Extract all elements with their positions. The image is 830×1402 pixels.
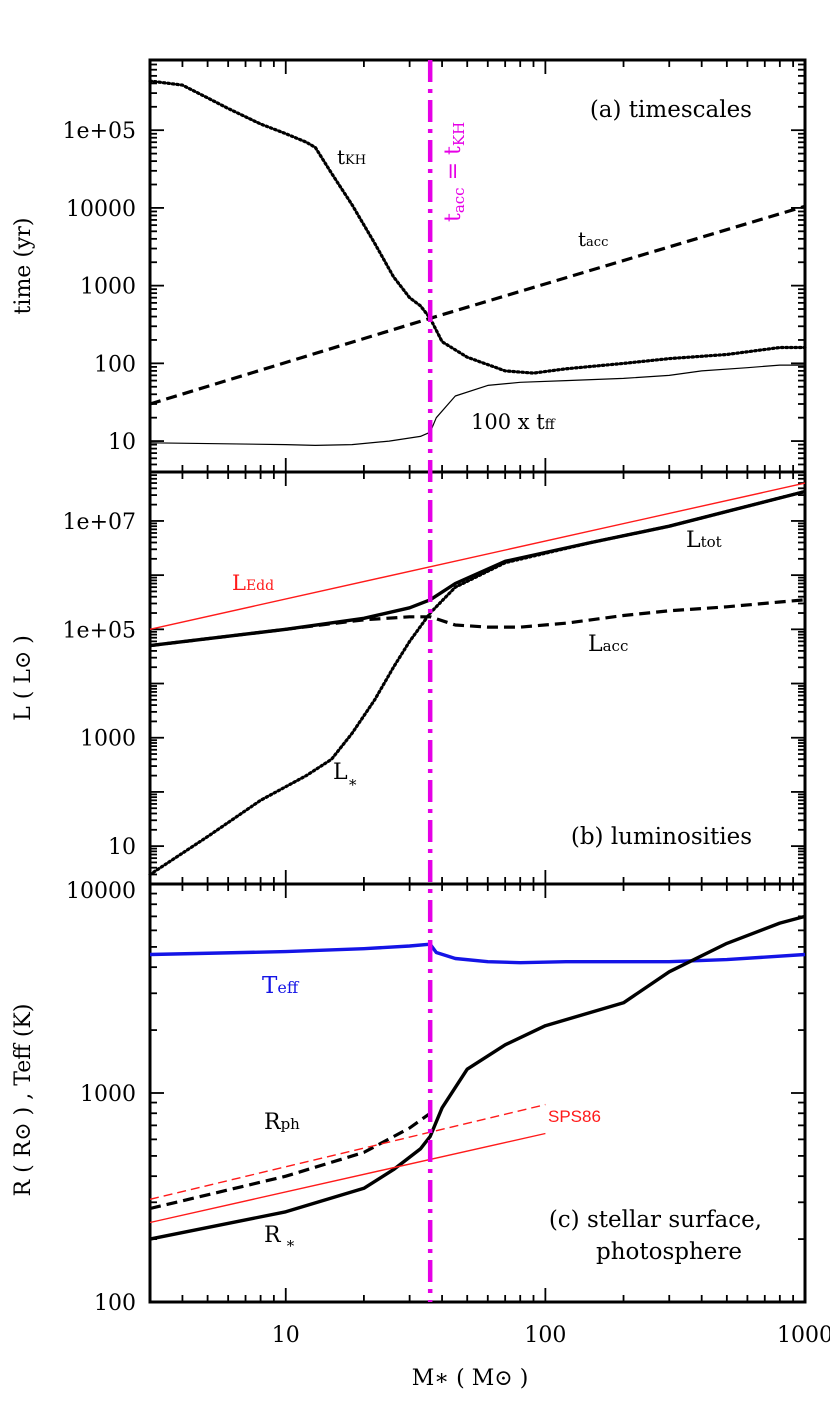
panel-c-label-line2: photosphere — [596, 1239, 742, 1265]
panel-c-label: (c) stellar surface, — [549, 1207, 762, 1233]
series-label-sps86: SPS86 — [548, 1107, 601, 1126]
panel-b-ytick-label: 1e+07 — [63, 510, 136, 535]
series-label-lstar-sub: ∗ — [348, 773, 358, 791]
vline-label-sub2: KH — [450, 122, 468, 146]
series-label-rstar-sub: ∗ — [281, 1234, 296, 1252]
panel-a-ytick-label: 1000 — [80, 275, 136, 300]
series-label-rph-sub: ph — [281, 1115, 301, 1133]
series-label-tkh: tKH — [337, 145, 366, 169]
series-label-teff: Teff — [262, 973, 300, 999]
series-b-l- — [148, 489, 807, 877]
series-c-sps86-rph — [149, 1103, 546, 1200]
panel-c-ylabel: R ( R⊙ ) , Teff (K) — [11, 1004, 36, 1197]
series-a-tkh — [148, 79, 807, 375]
series-label-rstar: R ∗ — [264, 1223, 296, 1252]
vline-label-eq: = t — [441, 146, 466, 187]
series-a-100-x-tff — [149, 364, 805, 446]
xtick-label: 100 — [524, 1323, 566, 1348]
panel-b-ytick-label: 1e+05 — [63, 618, 136, 643]
series-a-tacc — [149, 204, 806, 406]
panel-a-ytick-label: 10000 — [66, 197, 136, 222]
series-c-sps86-r- — [149, 1132, 546, 1224]
series-label-ltot-sub: tot — [701, 533, 722, 551]
panel-c-ytick-label: 100 — [94, 1291, 136, 1316]
panel-b-label: (b) luminosities — [571, 824, 752, 850]
panel-c-ytick-labels: 100 1000 10000 — [66, 879, 136, 1316]
series-b-ltot — [149, 489, 806, 648]
vline-label-sub1: acc — [450, 187, 468, 213]
x-axis-label: M∗ ( M⊙ ) — [412, 1366, 529, 1391]
panel-a-ytick-label: 1e+05 — [63, 119, 136, 144]
series-b-lacc — [149, 598, 806, 648]
axis-ticks — [149, 59, 806, 1303]
series-label-lacc: Lacc — [588, 632, 628, 657]
series-c-rph — [149, 1111, 432, 1211]
panel-b-ytick-label: 10 — [108, 835, 136, 860]
panel-a-ylabel: time (yr) — [11, 218, 36, 315]
series-label-teff-sub: eff — [277, 978, 299, 997]
panel-b-ytick-label: 1000 — [80, 727, 136, 752]
series-label-ledd-sub: Edd — [246, 578, 274, 594]
series-label-tff: 100 x tff — [471, 410, 556, 434]
panel-a-ytick-label: 10 — [108, 430, 136, 455]
series-b-ledd — [149, 482, 806, 630]
xtick-label: 10 — [272, 1323, 300, 1348]
series-c-r- — [149, 914, 806, 1241]
xtick-labels: 10 100 1000 — [272, 1323, 830, 1348]
series-label-tkh-sub: KH — [345, 153, 366, 168]
series-label-ledd: LEdd — [232, 571, 274, 595]
panel-b-ylabel: L ( L⊙ ) — [11, 635, 36, 721]
series-label-lstar: L∗ — [333, 760, 358, 791]
panel-a-ytick-labels: 10 100 1000 10000 1e+05 — [63, 119, 136, 455]
series-label-tacc-sub: acc — [586, 235, 608, 250]
series-label-rph: Rph — [264, 1110, 300, 1135]
series-c-teff — [149, 942, 806, 965]
series-label-ltot: Ltot — [686, 528, 722, 553]
series-label-tacc: tacc — [578, 227, 608, 251]
panel-c-ytick-label: 1000 — [80, 1082, 136, 1107]
vline-label: tacc = tKH — [441, 122, 468, 222]
panel-a-ytick-label: 100 — [94, 352, 136, 377]
panel-b-ytick-labels: 10 1000 1e+05 1e+07 — [63, 510, 136, 860]
series-label-tff-sub: ff — [545, 417, 556, 433]
chart-curves — [148, 60, 807, 1302]
xtick-label: 1000 — [777, 1323, 830, 1348]
panel-a-label: (a) timescales — [590, 97, 752, 123]
panel-c-ytick-label: 10000 — [66, 879, 136, 904]
series-label-lacc-sub: acc — [603, 637, 629, 655]
